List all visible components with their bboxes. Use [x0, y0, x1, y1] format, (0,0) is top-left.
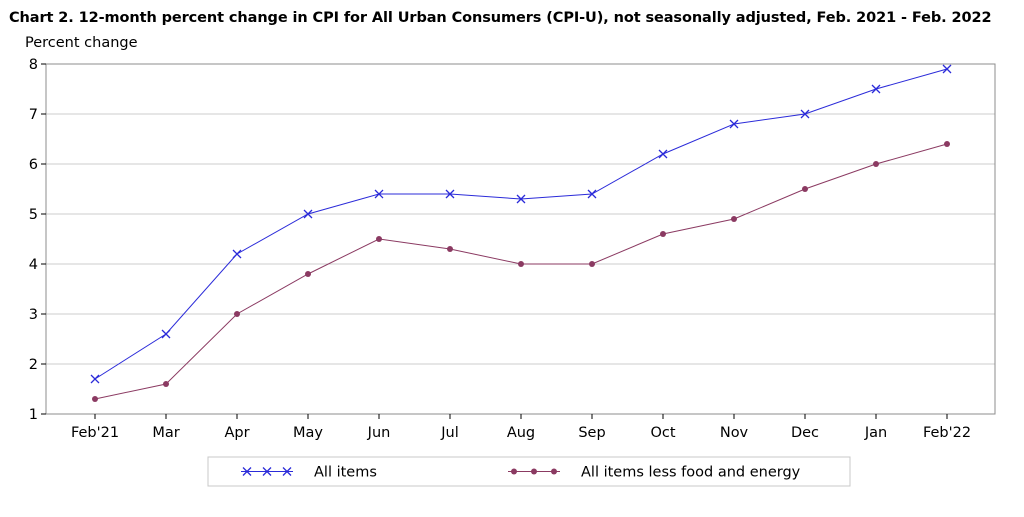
x-tick-label: Nov: [720, 425, 749, 441]
legend: All items All items less food and energy: [207, 456, 851, 487]
x-tick-label: Sep: [578, 425, 605, 441]
x-marker: [90, 374, 100, 384]
x-marker: [232, 249, 242, 259]
point-marker: [518, 261, 524, 267]
x-marker: [516, 194, 526, 204]
x-marker: [262, 467, 272, 476]
point-marker: [447, 246, 453, 252]
legend-label: All items less food and energy: [581, 465, 801, 481]
point-marker: [305, 271, 311, 277]
y-tick-label: 7: [29, 107, 38, 123]
y-axis-label: Percent change: [25, 35, 138, 51]
point-marker: [589, 261, 595, 267]
x-marker: [800, 109, 810, 119]
point-marker: [163, 381, 169, 387]
x-tick-label: Aug: [507, 425, 535, 441]
y-tick-label: 3: [29, 307, 38, 323]
point-marker: [531, 468, 537, 475]
x-tick-label: Oct: [650, 425, 675, 441]
series-all-items: [90, 64, 952, 384]
x-marker: [658, 149, 668, 159]
series-lines: [90, 64, 952, 402]
series-line: [94, 68, 948, 380]
x-marker: [729, 119, 739, 129]
x-tick-label: Feb'21: [71, 425, 119, 441]
x-tick-label: Jun: [367, 425, 391, 441]
y-tick-label: 8: [29, 57, 38, 73]
point-marker: [944, 141, 950, 147]
x-tick-label: Dec: [791, 425, 819, 441]
x-marker: [303, 209, 313, 219]
x-marker: [942, 64, 952, 74]
x-tick-label: Jan: [864, 425, 887, 441]
x-marker: [374, 189, 384, 199]
x-marker: [587, 189, 597, 199]
point-marker: [551, 468, 557, 475]
x-marker: [445, 189, 455, 199]
series-all-items-less-food-and-energy: [92, 141, 950, 402]
point-marker: [731, 216, 737, 222]
point-marker: [376, 236, 382, 242]
x-tick-label: Apr: [224, 425, 249, 441]
x-tick-label: Mar: [152, 425, 179, 441]
legend-item: All items: [241, 465, 377, 481]
y-tick-label: 1: [29, 407, 38, 423]
x-marker: [242, 467, 252, 476]
y-axis-ticks: 1 2 3 4 5 6 7 8: [29, 57, 46, 423]
x-marker: [871, 84, 881, 94]
x-marker: [282, 467, 292, 476]
chart-title: Chart 2. 12-month percent change in CPI …: [9, 10, 992, 26]
legend-label: All items: [314, 465, 377, 481]
point-marker: [234, 311, 240, 317]
point-marker: [873, 161, 879, 167]
y-tick-label: 2: [29, 357, 38, 373]
point-marker: [92, 396, 98, 402]
grid-lines: [46, 113, 995, 365]
y-tick-label: 5: [29, 207, 38, 223]
series-line: [94, 143, 948, 400]
point-marker: [802, 186, 808, 192]
x-tick-label: Feb'22: [923, 425, 971, 441]
y-tick-label: 6: [29, 157, 38, 173]
point-marker: [660, 231, 666, 237]
x-tick-label: May: [293, 425, 323, 441]
x-tick-label: Jul: [440, 425, 459, 441]
legend-item: All items less food and energy: [508, 465, 801, 481]
x-axis-ticks: Feb'21 Mar Apr May Jun Jul Aug Sep Oct Nov Dec Jan F…: [71, 414, 971, 441]
y-tick-label: 4: [29, 257, 38, 273]
x-marker: [161, 329, 171, 339]
point-marker: [511, 468, 517, 475]
